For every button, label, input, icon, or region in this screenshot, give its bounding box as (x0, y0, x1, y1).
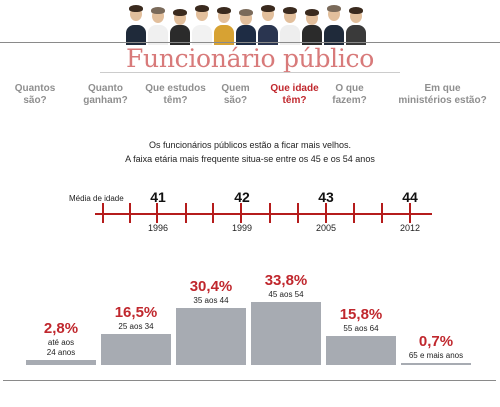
timeline-label: Média de idade (69, 194, 124, 203)
age-bar-category: 65 e mais anos (408, 351, 464, 360)
nav-item[interactable]: Quantos são? (14, 83, 56, 106)
timeline-tick (409, 203, 411, 223)
person-figure (301, 1, 323, 45)
page-title: Funcionário público (126, 44, 374, 73)
age-bar-category: 25 aos 34 (118, 322, 154, 332)
timeline-average-value: 41 (150, 189, 166, 205)
header-divider (0, 42, 500, 43)
intro-line-1: Os funcionários públicos estão a ficar m… (148, 140, 352, 150)
age-bar-value: 33,8% (264, 272, 308, 289)
age-bar (26, 359, 96, 365)
nav-item[interactable]: O que fazem? (332, 83, 367, 106)
intro-text: Os funcionários públicos estão a ficar m… (0, 138, 500, 166)
nav-item[interactable]: Que idade têm? (270, 83, 319, 106)
person-figure (191, 1, 213, 45)
timeline-tick (297, 203, 299, 223)
person-figure (323, 1, 345, 45)
nav-item[interactable]: Quanto ganham? (83, 83, 128, 106)
timeline-tick (212, 203, 214, 223)
age-bar-category: 35 aos 44 (193, 296, 229, 306)
timeline-tick (240, 203, 242, 223)
timeline-average-value: 43 (318, 189, 334, 205)
age-bar (326, 335, 396, 365)
nav-item[interactable]: Quem são? (221, 83, 250, 106)
header-people-photo (125, 0, 375, 45)
person-figure (257, 1, 279, 45)
age-bar-value: 16,5% (114, 304, 158, 322)
footer-divider (3, 380, 496, 381)
age-bar-value: 15,8% (339, 305, 383, 323)
timeline-tick (156, 203, 158, 223)
timeline-year-label: 1996 (147, 223, 169, 233)
age-bar (101, 334, 171, 365)
age-bar-category: 45 aos 54 (268, 290, 304, 299)
timeline-tick (102, 203, 104, 223)
timeline-average-value: 44 (402, 189, 418, 205)
nav-item[interactable]: Que estudos têm? (145, 83, 206, 106)
timeline-year-label: 2005 (315, 223, 337, 233)
timeline-tick (129, 203, 131, 223)
timeline-tick (325, 203, 327, 223)
intro-line-2: A faixa etária mais frequente situa-se e… (125, 154, 375, 164)
person-figure (345, 1, 367, 45)
title-underline (100, 72, 400, 73)
person-figure (147, 1, 169, 45)
person-figure (213, 1, 235, 45)
person-figure (125, 1, 147, 45)
timeline-year-label: 2012 (399, 223, 421, 233)
age-bar (401, 363, 471, 365)
age-bar (176, 308, 246, 365)
nav-item[interactable]: Em que ministérios estão? (398, 83, 487, 106)
age-bar-category: 55 aos 64 (343, 323, 379, 333)
timeline-tick (185, 203, 187, 223)
person-figure (235, 1, 257, 45)
timeline-tick (353, 203, 355, 223)
age-bar-value: 2,8% (43, 319, 79, 337)
age-bar-value: 30,4% (189, 278, 233, 296)
age-bar-value: 0,7% (418, 333, 454, 350)
person-figure (279, 1, 301, 45)
person-figure (169, 1, 191, 45)
timeline-year-label: 1999 (231, 223, 253, 233)
age-bar (251, 302, 321, 365)
timeline-axis (95, 213, 432, 215)
age-bar-category: até aos 24 anos (46, 337, 76, 357)
timeline-tick (269, 203, 271, 223)
timeline-tick (381, 203, 383, 223)
timeline-average-value: 42 (234, 189, 250, 205)
